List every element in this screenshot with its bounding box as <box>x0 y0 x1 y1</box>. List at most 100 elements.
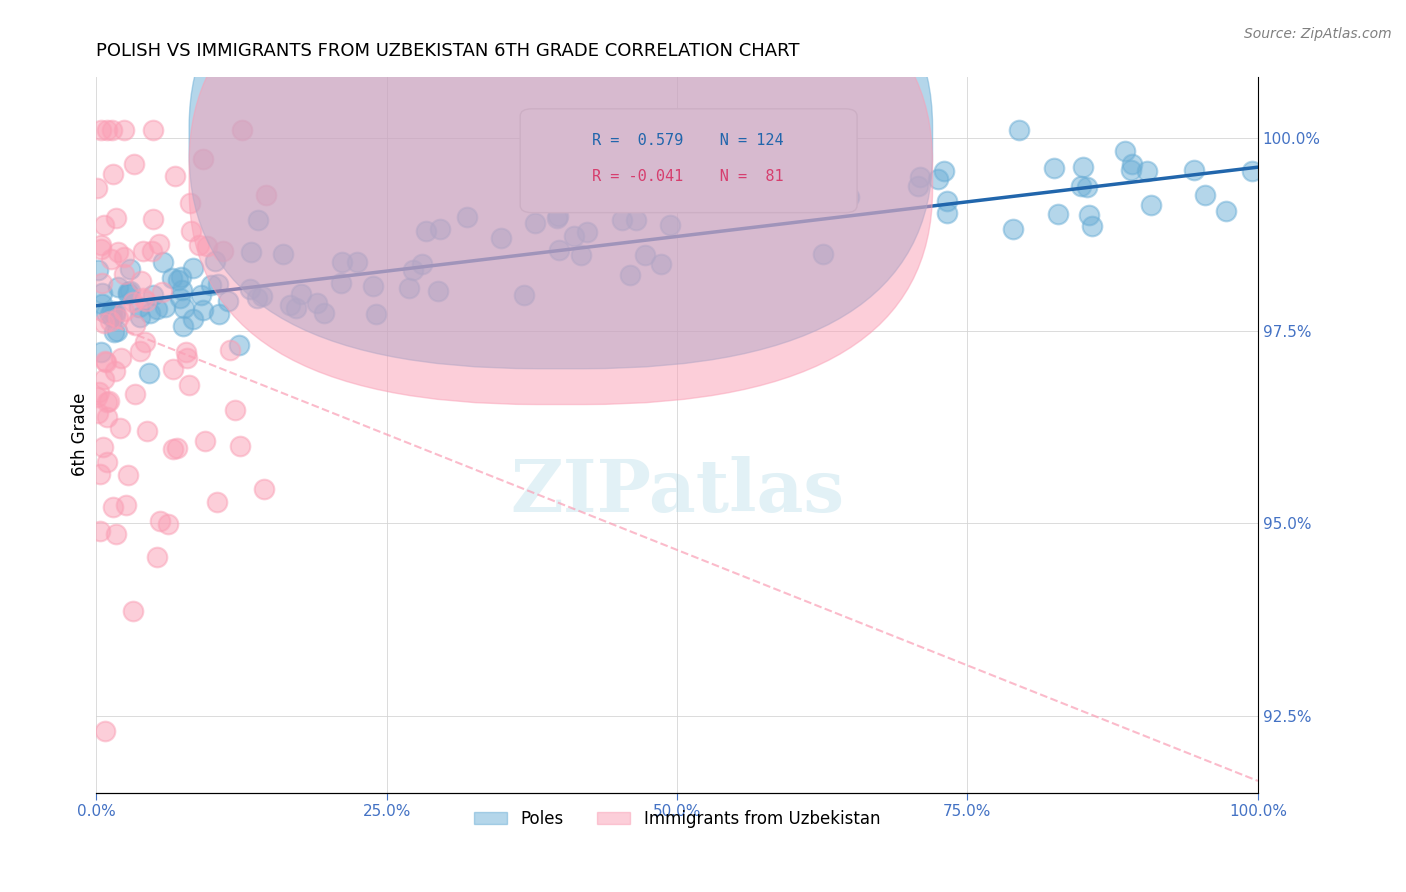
Point <box>98 314 121 328</box>
Point <box>107 280 129 294</box>
Point <box>1076 180 1098 194</box>
Point <box>136 424 159 438</box>
Point <box>112 303 135 318</box>
Point <box>129 274 152 288</box>
Point <box>207 495 229 509</box>
FancyBboxPatch shape <box>190 0 932 368</box>
Point <box>402 263 425 277</box>
Point <box>513 288 536 302</box>
Point <box>117 468 139 483</box>
Point <box>155 300 177 314</box>
Point <box>142 211 165 226</box>
Point <box>935 194 957 209</box>
Point <box>96 455 118 469</box>
Point <box>1071 160 1094 174</box>
Point <box>117 287 139 301</box>
Point <box>93 372 115 386</box>
Point <box>103 325 125 339</box>
Text: R = -0.041    N =  81: R = -0.041 N = 81 <box>592 169 783 184</box>
Point <box>429 221 451 235</box>
Point <box>524 216 547 230</box>
Point <box>117 285 139 299</box>
Point <box>224 403 246 417</box>
Point <box>107 244 129 259</box>
Point <box>1140 198 1163 212</box>
Point <box>94 724 117 739</box>
Point <box>177 378 200 392</box>
Point <box>104 527 127 541</box>
Point <box>619 268 641 282</box>
Point <box>112 123 135 137</box>
Point <box>142 123 165 137</box>
Point <box>548 244 571 258</box>
Point <box>104 305 127 319</box>
Point <box>271 247 294 261</box>
Point <box>89 524 111 538</box>
Point <box>576 225 599 239</box>
Point <box>170 284 193 298</box>
Point <box>122 294 145 309</box>
Point <box>118 262 141 277</box>
Point <box>193 153 215 167</box>
Point <box>1240 163 1263 178</box>
Point <box>228 439 250 453</box>
Point <box>231 123 253 137</box>
Point <box>148 236 170 251</box>
Point <box>93 316 115 330</box>
Point <box>650 257 672 271</box>
Point <box>927 172 949 186</box>
Point <box>190 288 212 302</box>
Point <box>194 434 217 449</box>
Point <box>86 390 108 404</box>
Point <box>91 440 114 454</box>
Point <box>204 253 226 268</box>
Point <box>174 344 197 359</box>
Point <box>907 178 929 193</box>
Point <box>179 196 201 211</box>
Point <box>910 169 932 184</box>
Point <box>93 219 115 233</box>
Point <box>124 387 146 401</box>
Point <box>107 311 129 326</box>
Point <box>330 254 353 268</box>
Point <box>285 301 308 316</box>
Point <box>98 394 121 409</box>
Point <box>247 212 270 227</box>
Legend: Poles, Immigrants from Uzbekistan: Poles, Immigrants from Uzbekistan <box>467 803 887 834</box>
Point <box>364 308 387 322</box>
Y-axis label: 6th Grade: 6th Grade <box>72 393 89 476</box>
Point <box>1194 188 1216 202</box>
Point <box>253 482 276 496</box>
Point <box>936 205 959 219</box>
Point <box>1121 162 1143 177</box>
Point <box>86 180 108 194</box>
Point <box>87 263 110 277</box>
Point <box>290 286 312 301</box>
Point <box>90 123 112 137</box>
Point <box>141 244 163 258</box>
Text: Source: ZipAtlas.com: Source: ZipAtlas.com <box>1244 27 1392 41</box>
Point <box>142 288 165 302</box>
Point <box>101 310 124 325</box>
Point <box>118 284 141 298</box>
Point <box>94 306 117 320</box>
Point <box>100 252 122 266</box>
Point <box>562 228 585 243</box>
Point <box>217 294 239 309</box>
Point <box>1080 219 1102 233</box>
Point <box>415 224 437 238</box>
Point <box>180 224 202 238</box>
Point <box>115 498 138 512</box>
Point <box>132 244 155 259</box>
Point <box>1182 163 1205 178</box>
Point <box>239 282 262 296</box>
Point <box>105 324 128 338</box>
Text: ZIPatlas: ZIPatlas <box>510 457 844 527</box>
Point <box>361 279 384 293</box>
Point <box>228 338 250 352</box>
Point <box>246 291 269 305</box>
Point <box>122 156 145 170</box>
Point <box>172 319 194 334</box>
Point <box>96 395 118 409</box>
Point <box>195 238 218 252</box>
